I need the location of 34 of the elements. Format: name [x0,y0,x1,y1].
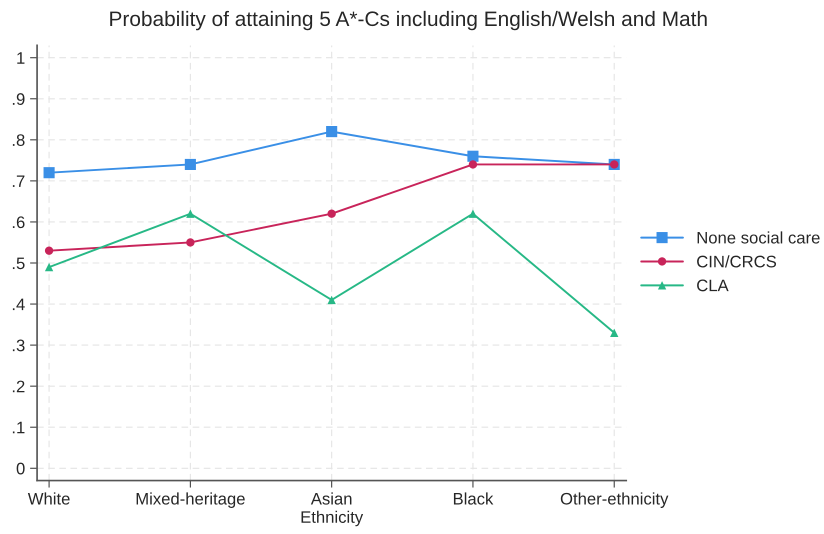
point [186,210,195,218]
legend-label: None social care [698,231,820,244]
y-tick-label: .5 [12,258,25,270]
y-tick-label: .3 [12,340,25,352]
chart-title: Probability of attaining 5 A*-Cs including English/Welsh and Math [110,10,707,30]
y-tick-label: .2 [12,380,24,392]
point [44,262,54,272]
point [184,158,196,170]
point [326,126,338,138]
point [468,160,478,169]
x-axis-title: Ethnicity [302,510,364,526]
point [327,210,336,218]
y-tick-label: 1 [17,52,24,64]
y-tick-label: 0 [16,462,25,474]
y-tick-label: .4 [12,298,25,310]
x-tick-label: White [28,492,70,505]
point [468,210,478,218]
legend-label: CLA [697,280,729,292]
x-tick-label: Asian [310,492,352,505]
y-tick-label: .1 [12,422,24,434]
y-tick-label: .8 [12,134,25,146]
point [610,328,618,337]
point [186,238,195,247]
x-tick-label: Black [454,492,494,505]
y-tick-label: .7 [12,175,24,187]
point [44,246,54,255]
x-tick-label: Mixed-heritage [136,492,245,508]
x-tick-label: Other-ethnicity [560,492,668,508]
point [467,150,478,162]
point [44,167,55,178]
legend-label: CIN/CRCS [697,255,776,268]
point [327,296,336,304]
y-tick-label: .9 [12,93,24,105]
y-tick-label: .6 [12,216,25,228]
